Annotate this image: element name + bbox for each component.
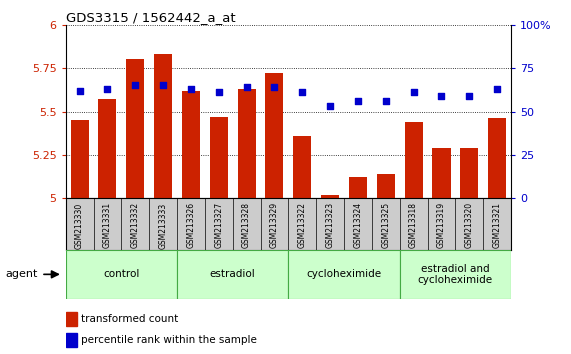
Point: [103, 86, 112, 92]
Bar: [66, 333, 77, 347]
Text: estradiol: estradiol: [210, 269, 256, 279]
Bar: [321, 195, 339, 198]
Text: GSM213324: GSM213324: [353, 202, 363, 249]
Bar: [98, 99, 116, 198]
Bar: [377, 174, 395, 198]
Point: [270, 84, 279, 90]
Bar: [238, 89, 256, 198]
Text: transformed count: transformed count: [81, 314, 179, 324]
Bar: [66, 312, 77, 326]
Text: agent: agent: [6, 269, 38, 279]
Text: GSM213332: GSM213332: [131, 202, 140, 249]
Text: GSM213322: GSM213322: [297, 202, 307, 249]
Point: [493, 86, 502, 92]
Point: [353, 98, 363, 104]
Bar: [177, 250, 288, 299]
Text: GSM213327: GSM213327: [214, 202, 223, 249]
Point: [381, 98, 391, 104]
Bar: [210, 117, 228, 198]
Bar: [66, 250, 177, 299]
Point: [437, 93, 446, 99]
Text: GSM213323: GSM213323: [325, 202, 335, 249]
Bar: [154, 54, 172, 198]
Text: GSM213319: GSM213319: [437, 202, 446, 249]
Text: control: control: [103, 269, 139, 279]
Bar: [349, 177, 367, 198]
Bar: [288, 250, 400, 299]
Point: [465, 93, 474, 99]
Bar: [488, 119, 506, 198]
Bar: [405, 122, 423, 198]
Bar: [432, 148, 451, 198]
Point: [186, 86, 195, 92]
Text: percentile rank within the sample: percentile rank within the sample: [81, 335, 257, 345]
Bar: [182, 91, 200, 198]
Text: GSM213331: GSM213331: [103, 202, 112, 249]
Bar: [71, 120, 89, 198]
Point: [131, 82, 140, 88]
Text: GDS3315 / 1562442_a_at: GDS3315 / 1562442_a_at: [66, 11, 235, 24]
Text: GSM213326: GSM213326: [186, 202, 195, 249]
Text: cycloheximide: cycloheximide: [307, 269, 381, 279]
Bar: [460, 148, 478, 198]
Bar: [266, 73, 283, 198]
Text: GSM213321: GSM213321: [493, 202, 502, 249]
Point: [242, 84, 251, 90]
Point: [214, 90, 223, 95]
Point: [75, 88, 84, 93]
Point: [159, 82, 168, 88]
Text: GSM213318: GSM213318: [409, 202, 418, 249]
Point: [409, 90, 418, 95]
Text: estradiol and
cycloheximide: estradiol and cycloheximide: [418, 263, 493, 285]
Bar: [126, 59, 144, 198]
Text: GSM213330: GSM213330: [75, 202, 84, 249]
Bar: [400, 250, 511, 299]
Text: GSM213325: GSM213325: [381, 202, 391, 249]
Text: GSM213329: GSM213329: [270, 202, 279, 249]
Text: GSM213333: GSM213333: [159, 202, 168, 249]
Text: GSM213328: GSM213328: [242, 202, 251, 249]
Point: [297, 90, 307, 95]
Point: [325, 103, 335, 109]
Text: GSM213320: GSM213320: [465, 202, 474, 249]
Bar: [293, 136, 311, 198]
